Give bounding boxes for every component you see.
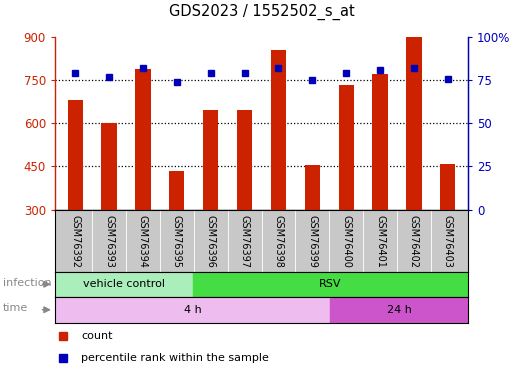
Text: GSM76397: GSM76397 (240, 214, 249, 268)
Bar (192, 272, 468, 297)
Text: GSM76393: GSM76393 (104, 214, 114, 267)
Text: GSM76396: GSM76396 (206, 214, 215, 267)
Bar (101, 123, 117, 210)
Text: GSM76395: GSM76395 (172, 214, 182, 268)
Text: GSM76392: GSM76392 (70, 214, 80, 268)
Text: time: time (3, 303, 28, 313)
Text: 24 h: 24 h (387, 305, 412, 315)
Text: GSM76400: GSM76400 (341, 214, 351, 267)
Text: count: count (81, 331, 112, 341)
Text: GSM76394: GSM76394 (138, 214, 148, 267)
Text: GSM76402: GSM76402 (409, 214, 419, 268)
Text: GSM76401: GSM76401 (375, 214, 385, 267)
Bar (305, 165, 320, 210)
Bar (55, 272, 192, 297)
Bar (406, 37, 422, 210)
Text: GSM76399: GSM76399 (308, 214, 317, 267)
Text: GSM76403: GSM76403 (443, 214, 453, 267)
Bar (203, 110, 218, 210)
Text: percentile rank within the sample: percentile rank within the sample (81, 352, 269, 363)
Text: infection: infection (3, 278, 51, 288)
Text: vehicle control: vehicle control (83, 279, 165, 289)
Text: GSM76398: GSM76398 (274, 214, 283, 267)
Bar (135, 69, 151, 210)
Bar (338, 84, 354, 210)
Text: 4 h: 4 h (184, 305, 201, 315)
Text: RSV: RSV (319, 279, 342, 289)
Bar (372, 75, 388, 210)
Bar (169, 171, 185, 210)
Bar (271, 50, 286, 210)
Bar (55, 297, 331, 322)
Bar (331, 297, 468, 322)
Bar (440, 164, 456, 210)
Bar (67, 100, 83, 210)
Bar (237, 110, 252, 210)
Text: GDS2023 / 1552502_s_at: GDS2023 / 1552502_s_at (168, 4, 355, 20)
